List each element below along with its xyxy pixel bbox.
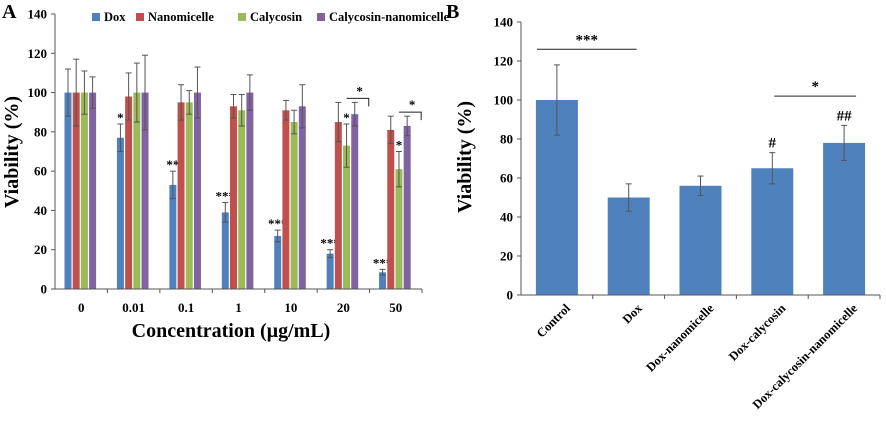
panel-a-legend-swatch [136, 13, 144, 21]
panel-a-legend-swatch [92, 13, 100, 21]
panel-a-bar [229, 106, 237, 289]
panel-a-bar [116, 137, 124, 289]
panel-a-legend-swatch [238, 13, 246, 21]
panel-a-letter: A [2, 1, 17, 23]
panel-a-significance-label: * [343, 110, 350, 125]
panel-a-bar [351, 114, 359, 289]
panel-b-ylabel: Viability (%) [454, 101, 476, 213]
panel-a-significance-label: ** [166, 157, 179, 172]
panel-b-y-tick-label: 100 [494, 93, 514, 108]
panel-a-bar [343, 145, 351, 289]
panel-a-comparison-bracket [346, 97, 370, 107]
panel-a-bar [282, 110, 290, 289]
panel-b-bars: ###**** [535, 32, 866, 295]
panel-a-y-tick-label: 60 [34, 164, 47, 179]
panel-a-x-tick-label: 20 [337, 300, 350, 315]
panel-a-ylabel: Viability (%) [1, 96, 23, 208]
panel-b-significance-label: # [769, 136, 777, 152]
panel-a-y-tick-label: 120 [28, 46, 48, 61]
panel-b-x-tick-label: Dox-calycosin [726, 301, 788, 363]
panel-a-comparison-label: * [356, 83, 363, 98]
panel-a-x-tick-label: 1 [235, 300, 242, 315]
panel-b-y-tick-label: 120 [494, 54, 514, 69]
panel-b-y-tick-label: 40 [500, 210, 513, 225]
panel-a-y-tick-label: 40 [34, 203, 47, 218]
panel-a-y-ticks: 0 20 40 60 80 100 120 140 [28, 7, 55, 297]
panel-b-y-ticks: 0 20 40 60 80 100 120 140 [494, 15, 521, 303]
panel-a-bar [298, 106, 306, 289]
panel-a-bar [177, 102, 185, 290]
panel-b-comparison-label: * [811, 79, 819, 95]
panel-a-y-tick-label: 140 [28, 7, 48, 22]
panel-b-comparison-label: *** [576, 32, 599, 48]
panel-b-letter: B [446, 1, 459, 23]
panel-a-legend-swatch [317, 13, 325, 21]
panel-a-y-tick-label: 0 [41, 282, 48, 297]
panel-a-significance-label: * [117, 110, 124, 125]
panel-b-x-tick-label: Control [534, 301, 574, 341]
panel-a-bar [80, 92, 88, 289]
panel-a-bar [379, 272, 387, 289]
panel-a-y-tick-label: 100 [28, 85, 48, 100]
panel-a-legend: Dox Nanomicelle Calycosin Calycosin-nanomic… [92, 10, 450, 24]
panel-a-xlabel: Concentration (µg/mL) [132, 320, 331, 342]
panel-a-bar [238, 110, 246, 289]
panel-a-bars: ******************* [64, 54, 422, 290]
panel-a-x-tick-label: 10 [284, 300, 297, 315]
panel-a-bar [125, 96, 133, 289]
panel-a-bar [72, 92, 80, 289]
panel-a-bar [246, 92, 254, 289]
panel-b-x-tick-label: Dox [620, 301, 646, 327]
panel-a-bar [221, 212, 229, 289]
panel-b-bar [751, 168, 794, 295]
panel-a-x-tick-label: 0.1 [178, 300, 194, 315]
panel-a-bar [193, 92, 201, 289]
panel-a-bar [334, 122, 342, 290]
panel-a-bar [290, 122, 298, 290]
panel-b-y-tick-label: 20 [500, 249, 513, 264]
panel-a-x-ticks: 0 0.01 0.1 1 10 20 50 [78, 289, 423, 315]
panel-a-y-tick-label: 20 [34, 242, 47, 257]
panel-a-bar [133, 92, 141, 289]
panel-a-bar [395, 169, 403, 289]
panel-a-bar [403, 125, 411, 289]
panel-b: B Viability (%) 0 20 40 60 80 100 120 140 Contr… [446, 1, 881, 412]
panel-a-bar [169, 184, 177, 289]
panel-b-y-tick-label: 60 [500, 171, 513, 186]
panel-a-comparison-label: * [409, 97, 416, 112]
panel-a-x-tick-label: 0 [78, 300, 85, 315]
panel-b-y-tick-label: 0 [507, 288, 514, 303]
panel-a-bar [89, 92, 97, 289]
panel-a-bar [326, 253, 334, 289]
panel-a-bar [387, 129, 395, 289]
panel-b-significance-label: ## [837, 108, 853, 124]
panel-a-x-tick-label: 0.01 [122, 300, 145, 315]
panel-a-x-tick-label: 50 [389, 300, 402, 315]
panel-a-comparison-bracket [398, 111, 422, 121]
panel-b-bar [679, 185, 722, 295]
panel-b-bar [607, 197, 650, 295]
panel-a-legend-label: Calycosin [250, 10, 302, 24]
panel-a-significance-label: * [396, 138, 403, 153]
panel-a: A Viability (%) Concentration (µg/mL) 0 2… [1, 1, 450, 342]
panel-a-legend-label: Calycosin-nanomicelle [329, 10, 450, 24]
panel-a-bar [64, 92, 72, 289]
panel-a-bar [141, 92, 149, 289]
panel-a-bar [274, 235, 282, 289]
panel-a-legend-label: Nanomicelle [148, 10, 214, 24]
panel-a-y-tick-label: 80 [34, 124, 47, 139]
panel-b-y-tick-label: 80 [500, 132, 513, 147]
panel-b-bar [823, 142, 866, 295]
panel-a-legend-label: Dox [104, 10, 126, 24]
panel-a-bar [185, 102, 193, 290]
panel-b-y-tick-label: 140 [494, 15, 514, 30]
panel-b-x-tick-label: Dox-nanomicelle [643, 301, 717, 375]
